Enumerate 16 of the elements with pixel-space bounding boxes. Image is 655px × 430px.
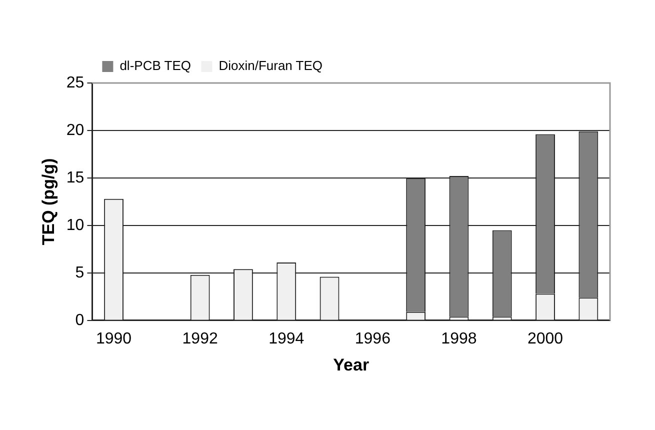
legend-label: dl-PCB TEQ [120, 58, 191, 74]
x-tick-label: 1994 [268, 330, 304, 348]
y-tick-label: 5 [75, 264, 84, 282]
y-tick-label: 15 [66, 169, 84, 186]
x-tick-label: 1990 [96, 330, 132, 348]
y-tick-label: 20 [66, 122, 84, 139]
x-tick-label: 1992 [182, 330, 218, 348]
x-tick-label: 1998 [441, 330, 477, 348]
x-tick-label: 1996 [354, 330, 391, 348]
x-tick-label: 2000 [527, 330, 564, 348]
y-tick-label: 0 [75, 312, 84, 329]
x-axis-title: Year [333, 355, 370, 374]
y-axis-title: TEQ (pg/g) [38, 158, 58, 246]
y-tick-label: 10 [66, 216, 84, 234]
y-tick-label: 25 [66, 74, 84, 92]
legend-label: Dioxin/Furan TEQ [218, 58, 323, 74]
